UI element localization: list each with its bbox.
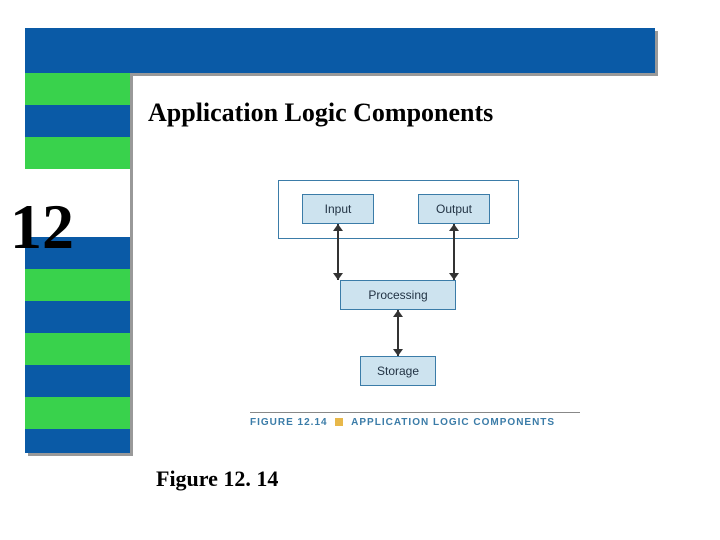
- sidebar-stripe: [25, 73, 130, 105]
- node-storage: Storage: [360, 356, 436, 386]
- node-label: Storage: [377, 364, 419, 378]
- node-label: Output: [436, 202, 472, 216]
- node-input: Input: [302, 194, 374, 224]
- edge-output-processing: [453, 224, 455, 280]
- group-box-left: [278, 180, 279, 238]
- node-label: Input: [325, 202, 352, 216]
- edge-input-processing-h: [337, 279, 377, 280]
- edge-input-processing: [337, 224, 339, 280]
- caption-figure-number: FIGURE 12.14: [250, 417, 328, 428]
- caption-figure-title: APPLICATION LOGIC COMPONENTS: [351, 417, 555, 428]
- arrowhead-up-icon: [393, 310, 403, 317]
- figure-label: Figure 12. 14: [156, 466, 278, 492]
- chapter-number: 12: [10, 190, 74, 264]
- diagram-caption: FIGURE 12.14 APPLICATION LOGIC COMPONENT…: [250, 412, 580, 428]
- group-box-right: [518, 180, 519, 238]
- node-label: Processing: [368, 288, 427, 302]
- arrowhead-up-icon: [449, 224, 459, 231]
- sidebar-stripe: [25, 269, 130, 301]
- diagram: Input Output Processing Storage FIGURE 1…: [250, 180, 570, 440]
- group-box-top: [278, 180, 518, 181]
- header-bar: [25, 28, 655, 73]
- sidebar-stripe: [25, 137, 130, 169]
- sidebar-stripe: [25, 105, 130, 137]
- caption-divider-icon: [335, 418, 343, 426]
- node-processing: Processing: [340, 280, 456, 310]
- group-box-bottom: [278, 238, 518, 239]
- node-output: Output: [418, 194, 490, 224]
- arrowhead-down-icon: [393, 349, 403, 356]
- sidebar-stripe: [25, 333, 130, 365]
- arrowhead-down-icon: [449, 273, 459, 280]
- arrowhead-up-icon: [333, 224, 343, 231]
- page-title: Application Logic Components: [148, 98, 493, 128]
- sidebar-stripe: [25, 301, 130, 333]
- sidebar-stripe: [25, 365, 130, 397]
- sidebar-stripe: [25, 397, 130, 429]
- sidebar-stripe: [25, 429, 130, 453]
